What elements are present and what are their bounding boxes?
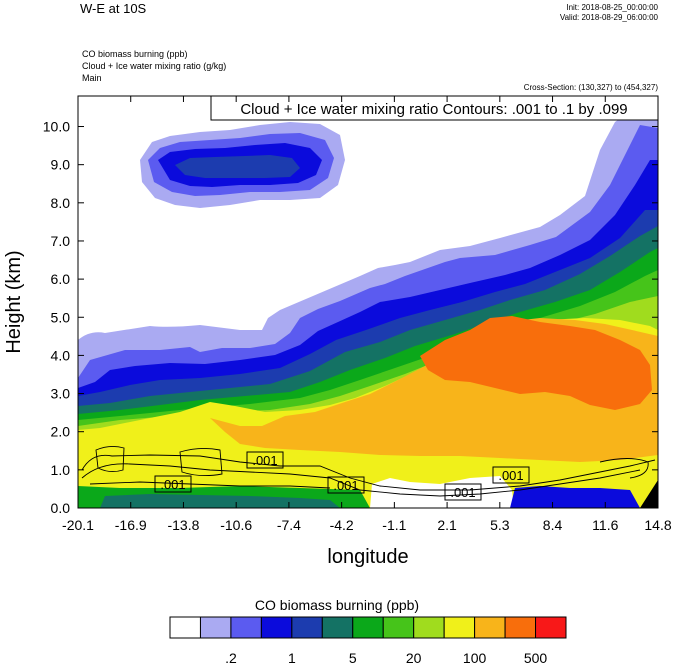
colorbar-label: 20: [406, 650, 422, 666]
x-tick-label: 11.6: [592, 517, 618, 533]
colorbar-swatch: [504, 616, 537, 639]
contour-labels: .001 .001 .001 .001 .001: [154, 451, 530, 501]
colorbar-swatch: [352, 616, 384, 639]
colorbar-swatch: [413, 616, 445, 639]
colorbar-label: 1: [288, 650, 296, 666]
colorbar-label: .2: [225, 650, 237, 666]
co-upper-clear-region: [335, 98, 575, 235]
y-tick-label: 7.0: [51, 233, 71, 249]
contour-label: .001: [444, 483, 482, 501]
contour-label: .001: [492, 466, 530, 484]
y-tick-label: 2.0: [51, 424, 71, 440]
cross-section-label: Cross-Section: (130,327) to (454,327): [523, 83, 658, 92]
y-tick-label: 1.0: [51, 462, 71, 478]
x-tick-label: 8.4: [543, 517, 563, 533]
contour-line: [179, 447, 223, 477]
field-name-main: Main: [82, 73, 102, 83]
svg-text:.001: .001: [160, 477, 185, 492]
x-tick-label: 2.1: [437, 517, 457, 533]
co-band-dark-orange: [420, 316, 652, 410]
x-tick-label: -20.1: [62, 517, 94, 533]
contour-label: .001: [327, 476, 365, 494]
colorbar-label: 100: [463, 650, 487, 666]
contour-line: [81, 463, 641, 497]
field-name-co: CO biomass burning (ppb): [82, 49, 188, 59]
contour-line: [81, 454, 656, 491]
x-tick-label: -1.1: [382, 517, 406, 533]
svg-text:.001: .001: [450, 485, 475, 500]
contour-line: [599, 458, 649, 479]
colorbar-swatch: [382, 616, 415, 639]
y-axis: 0.0 1.0 2.0 3.0 4.0 5.0 6.0 7.0 8.0 9.0 10.0: [43, 119, 658, 516]
y-tick-label: 5.0: [51, 309, 71, 325]
x-tick-label: -7.4: [277, 517, 301, 533]
x-tick-label: 14.8: [644, 517, 671, 533]
colorbar-swatch: [230, 616, 262, 639]
colorbar-label: 5: [349, 650, 357, 666]
x-axis-label: longitude: [327, 546, 408, 568]
co-surface-dark-green: [100, 494, 340, 508]
field-name-cloud: Cloud + Ice water mixing ratio (g/kg): [82, 61, 227, 71]
x-tick-label: 5.3: [490, 517, 510, 533]
colorbar-swatch: [169, 616, 201, 639]
colorbar: .2 1 5 20 100 500: [169, 616, 567, 666]
colorbar-title: CO biomass burning (ppb): [254, 597, 420, 613]
valid-time: Valid: 2018-08-29_06:00:00: [559, 13, 658, 22]
svg-text:.001: .001: [498, 468, 523, 483]
y-tick-label: 6.0: [51, 271, 71, 287]
contour-label: .001: [246, 451, 284, 469]
co-upper-plume-center: [175, 155, 300, 178]
co-surface-black-corner: [640, 480, 658, 508]
co-surface-blue-strip: [510, 486, 640, 508]
colorbar-swatch: [535, 616, 567, 639]
x-tick-label: -10.6: [220, 517, 252, 533]
colorbar-swatch: [443, 616, 476, 639]
colorbar-label: 500: [524, 650, 548, 666]
colorbar-swatch: [199, 616, 232, 639]
colorbar-swatch: [291, 616, 323, 639]
y-tick-label: 9.0: [51, 157, 71, 173]
y-tick-label: 8.0: [51, 195, 71, 211]
co-field: [78, 98, 658, 508]
svg-text:.001: .001: [252, 453, 277, 468]
contour-label: .001: [154, 475, 192, 493]
svg-text:.001: .001: [333, 478, 358, 493]
x-tick-label: -4.2: [330, 517, 354, 533]
y-tick-label: 10.0: [43, 119, 70, 135]
colorbar-swatch: [474, 616, 506, 639]
init-time: Init: 2018-08-25_00:00:00: [566, 3, 658, 12]
cloud-water-contours: [81, 445, 656, 497]
x-axis: -20.1 -16.9 -13.8 -10.6 -7.4 -4.2 -1.1 2.1 5.3 8.…: [62, 96, 672, 533]
x-tick-label: -16.9: [115, 517, 147, 533]
contour-line: [95, 445, 125, 473]
contour-info-box: Cloud + Ice water mixing ratio Contours:…: [210, 95, 659, 121]
y-axis-label: Height (km): [3, 250, 25, 353]
colorbar-swatch: [260, 616, 293, 639]
colorbar-swatch: [321, 616, 354, 639]
y-tick-label: 0.0: [51, 500, 71, 516]
y-tick-label: 4.0: [51, 347, 71, 363]
y-tick-label: 3.0: [51, 386, 71, 402]
contour-line: [89, 481, 331, 489]
x-tick-label: -13.8: [167, 517, 199, 533]
chart-title: W-E at 10S: [80, 1, 147, 16]
contour-info-label: Cloud + Ice water mixing ratio Contours:…: [240, 101, 627, 118]
